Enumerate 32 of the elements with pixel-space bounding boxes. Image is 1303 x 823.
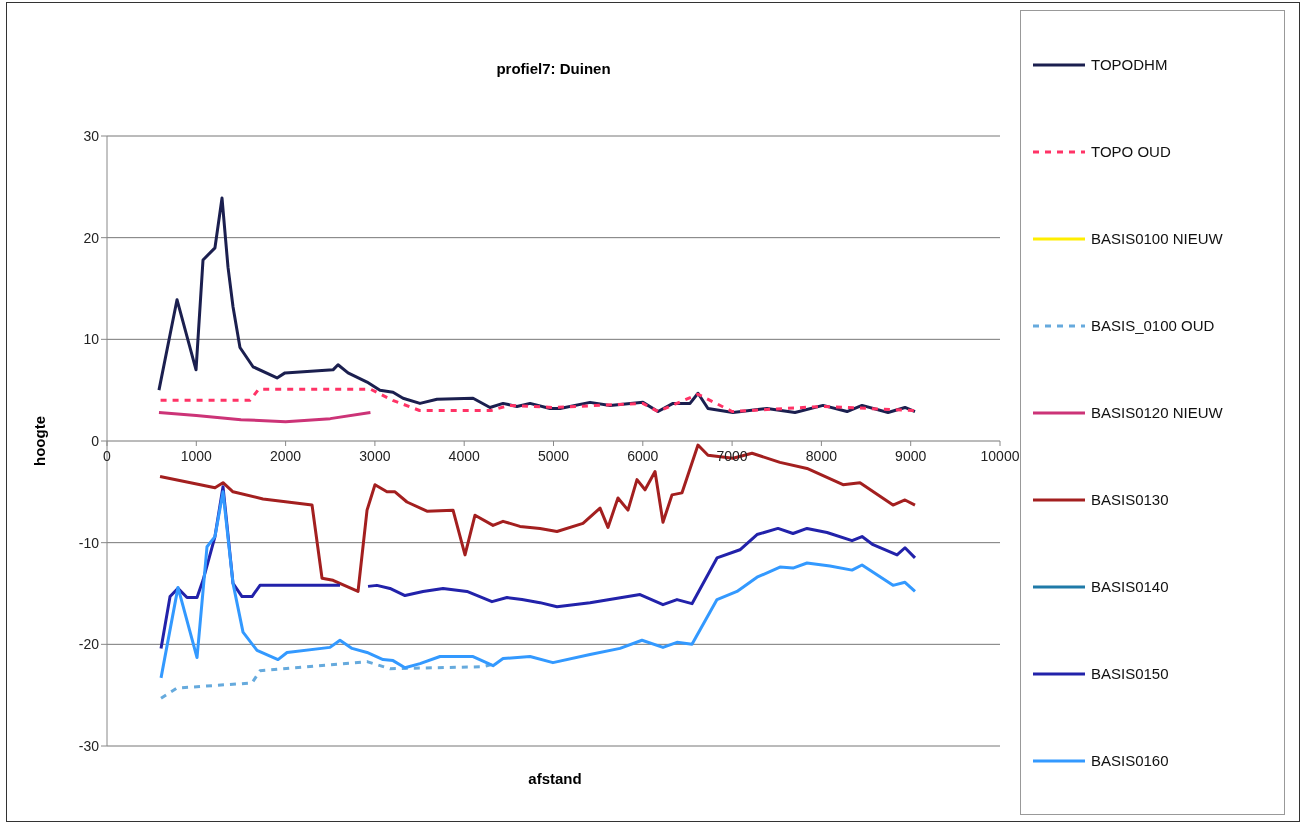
x-tick-label: 6000 [627,448,659,464]
y-tick-label: 30 [83,127,100,144]
x-tick-label: 4000 [448,448,480,464]
chart-title: profiel7: Duinen [495,60,612,77]
x-tick-label: 1000 [180,448,213,464]
y-tick-label: 0 [91,432,100,449]
x-tick-label: 3000 [359,448,391,464]
legend-label: BASIS0120 NIEUW [1091,403,1224,422]
legend-label: BASIS0130 [1091,490,1170,509]
x-tick-label: 8000 [805,448,838,464]
y-tick-label: -20 [78,636,100,653]
line-series [159,387,917,414]
legend-label: BASIS0100 NIEUW [1091,229,1224,248]
legend-label: BASIS_0100 OUD [1091,316,1216,335]
legend-label: BASIS0140 [1091,577,1170,596]
x-tick-label: 9000 [895,448,927,464]
legend-label: BASIS0150 [1091,664,1170,683]
y-tick-label: 20 [83,229,100,246]
y-tick-label: -10 [78,534,100,551]
x-tick-label: 5000 [537,448,570,464]
y-tick-label: 10 [83,331,100,348]
y-axis-title: hoogte [30,416,48,466]
x-tick-label: 10000 [980,448,1020,464]
line-series [157,411,372,424]
x-tick-label: 2000 [270,448,302,464]
x-axis-title: afstand [528,770,582,787]
legend-label: BASIS0160 [1091,751,1170,770]
y-tick-label: -30 [78,737,100,754]
x-tick-label: 0 [103,448,112,464]
legend-label: TOPO OUD [1091,142,1172,161]
line-series [159,490,917,680]
legend-label: TOPODHM [1091,55,1169,74]
